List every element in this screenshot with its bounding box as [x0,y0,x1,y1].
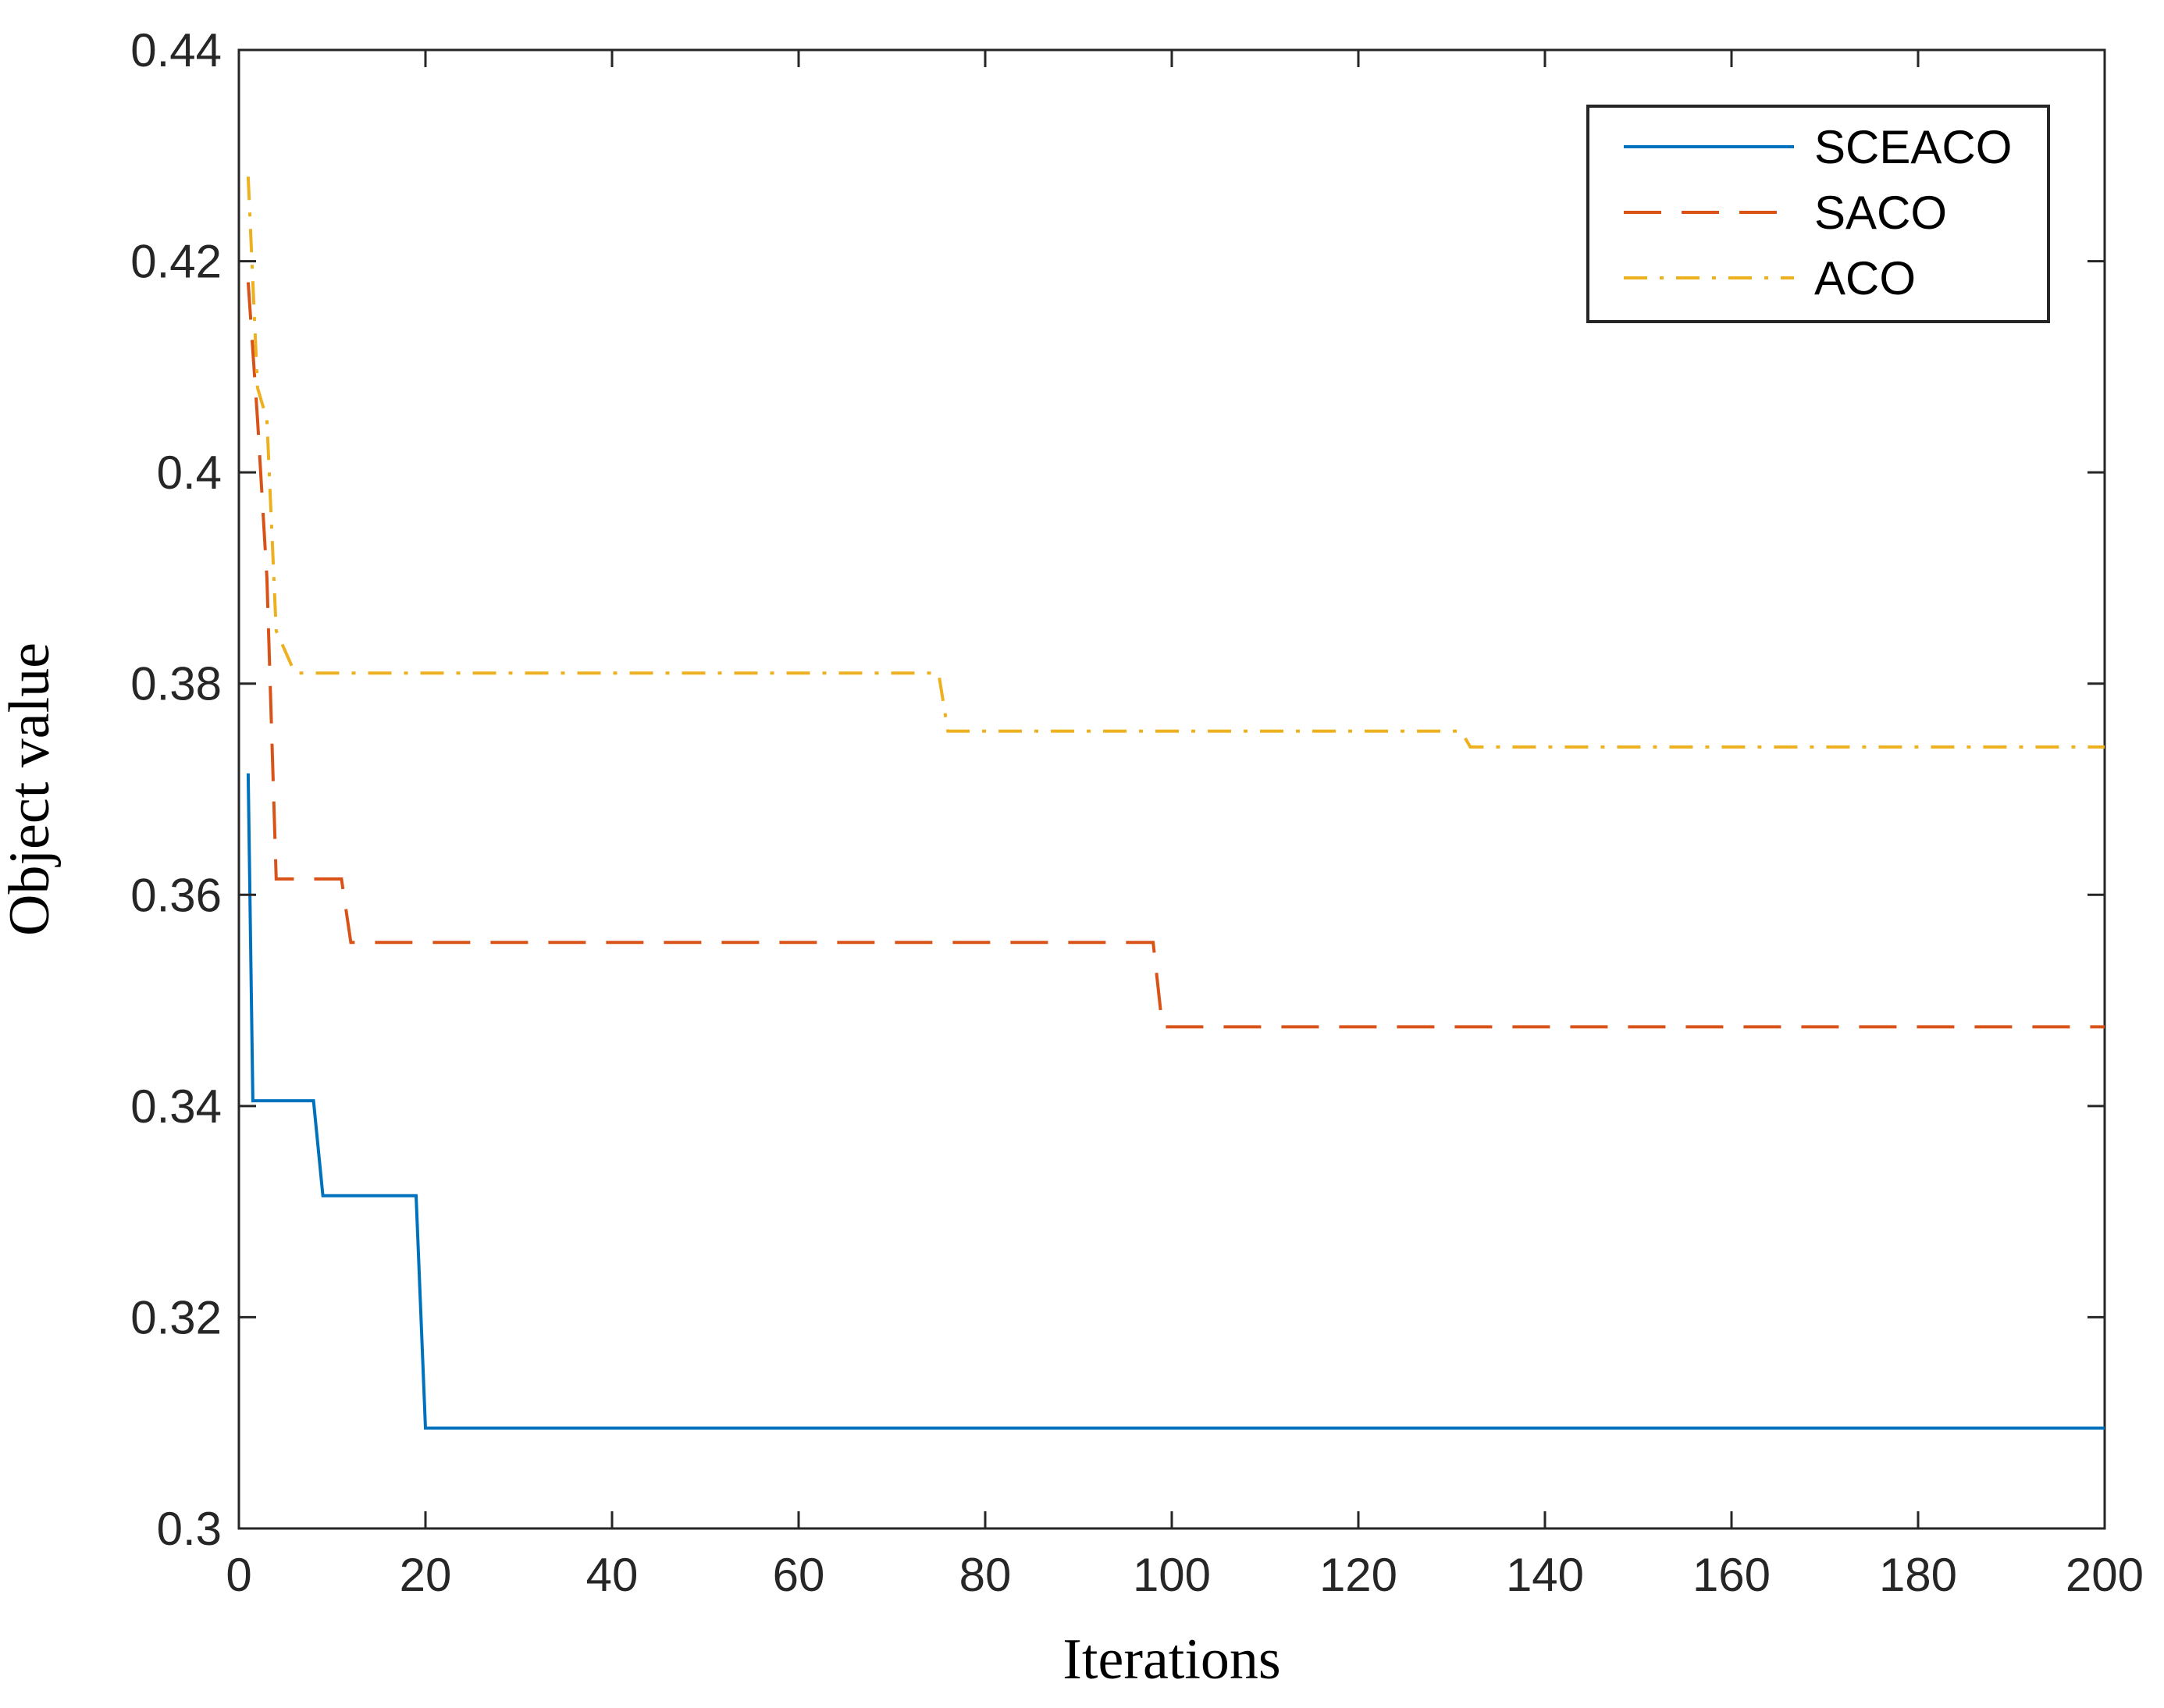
y-tick-label: 0.44 [130,24,222,77]
x-tick-label: 100 [1133,1549,1211,1601]
legend-label-saco: SACO [1814,187,1947,239]
y-tick-label: 0.36 [130,869,222,921]
y-tick-label: 0.42 [130,236,222,288]
x-tick-label: 60 [773,1549,825,1601]
series-line-sceaco [246,773,2105,1430]
y-tick-label: 0.34 [130,1080,222,1133]
x-tick-label: 20 [400,1549,452,1601]
y-tick-label: 0.32 [130,1291,222,1343]
x-tick-label: 140 [1506,1549,1584,1601]
x-tick-label: 80 [959,1549,1012,1601]
y-tick-label: 0.38 [130,658,222,710]
legend: SCEACO SACO ACO [1586,105,2050,323]
y-tick-label: 0.3 [157,1503,222,1555]
x-tick-label: 120 [1319,1549,1397,1601]
x-tick-label: 160 [1692,1549,1771,1601]
legend-label-aco: ACO [1814,252,1916,304]
y-axis-title: Object value [0,642,62,936]
x-tick-label: 40 [586,1549,639,1601]
x-tick-label: 0 [226,1549,251,1601]
x-tick-label: 180 [1879,1549,1957,1601]
y-tick-label: 0.4 [157,447,222,499]
legend-label-sceaco: SCEACO [1814,121,2012,173]
legend-box [1586,105,2050,323]
x-tick-label: 200 [2066,1549,2144,1601]
series-line-saco [246,282,2105,1029]
x-axis-title: Iterations [1062,1628,1280,1692]
